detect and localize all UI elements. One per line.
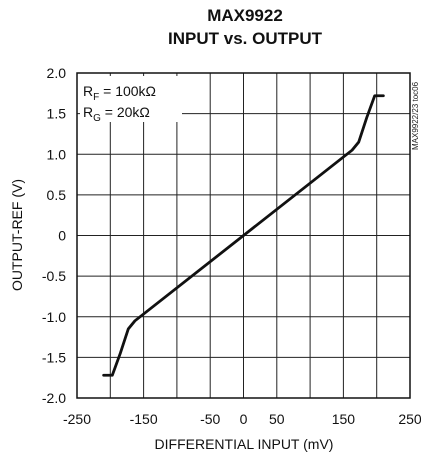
y-tick-label: -0.5 xyxy=(42,268,66,284)
y-tick-label: 0 xyxy=(58,228,66,244)
annotation-rf-value: = 100kΩ xyxy=(99,83,156,99)
x-tick-label: 0 xyxy=(240,411,248,427)
side-label-background xyxy=(411,78,421,148)
annotation-rf-subscript: F xyxy=(93,92,99,103)
side-label: MAX9922/23 toc06 xyxy=(411,81,420,150)
x-tick-labels: -250 -150 -50 0 50 150 250 xyxy=(63,411,421,427)
y-tick-label: 2.0 xyxy=(47,65,67,81)
x-tick-label: -50 xyxy=(200,411,220,427)
y-tick-label: 0.5 xyxy=(47,187,67,203)
annotation-rf-symbol: R xyxy=(83,83,93,99)
x-axis-label: DIFFERENTIAL INPUT (mV) xyxy=(155,436,334,452)
x-tick-label: 50 xyxy=(269,411,285,427)
x-tick-label: -150 xyxy=(130,411,158,427)
annotation-rg: RG = 20kΩ xyxy=(83,104,150,124)
x-tick-label: -250 xyxy=(63,411,91,427)
annotation-background xyxy=(80,76,182,122)
legend-annotation: RF = 100kΩ RG = 20kΩ xyxy=(80,76,182,124)
plot-area-frame xyxy=(76,72,411,399)
chart-subtitle: INPUT vs. OUTPUT xyxy=(168,29,323,48)
annotation-rg-symbol: R xyxy=(83,104,93,120)
chart-title: MAX9922 xyxy=(207,6,283,25)
x-tick-label: 150 xyxy=(332,411,356,427)
y-tick-label: -1.0 xyxy=(42,309,66,325)
y-tick-labels: 2.0 1.5 1.0 0.5 0 -0.5 -1.0 -1.5 -2.0 xyxy=(42,65,66,406)
y-tick-label: -1.5 xyxy=(42,349,66,365)
x-tick-label: 250 xyxy=(398,411,421,427)
series-line xyxy=(102,94,385,377)
y-tick-label: -2.0 xyxy=(42,390,66,406)
annotation-rf: RF = 100kΩ xyxy=(83,83,156,103)
y-tick-label: 1.5 xyxy=(47,106,67,122)
y-tick-label: 1.0 xyxy=(47,146,67,162)
annotation-rg-subscript: G xyxy=(93,113,101,124)
annotation-rg-value: = 20kΩ xyxy=(101,104,150,120)
y-axis-label: OUTPUT-REF (V) xyxy=(9,179,25,291)
